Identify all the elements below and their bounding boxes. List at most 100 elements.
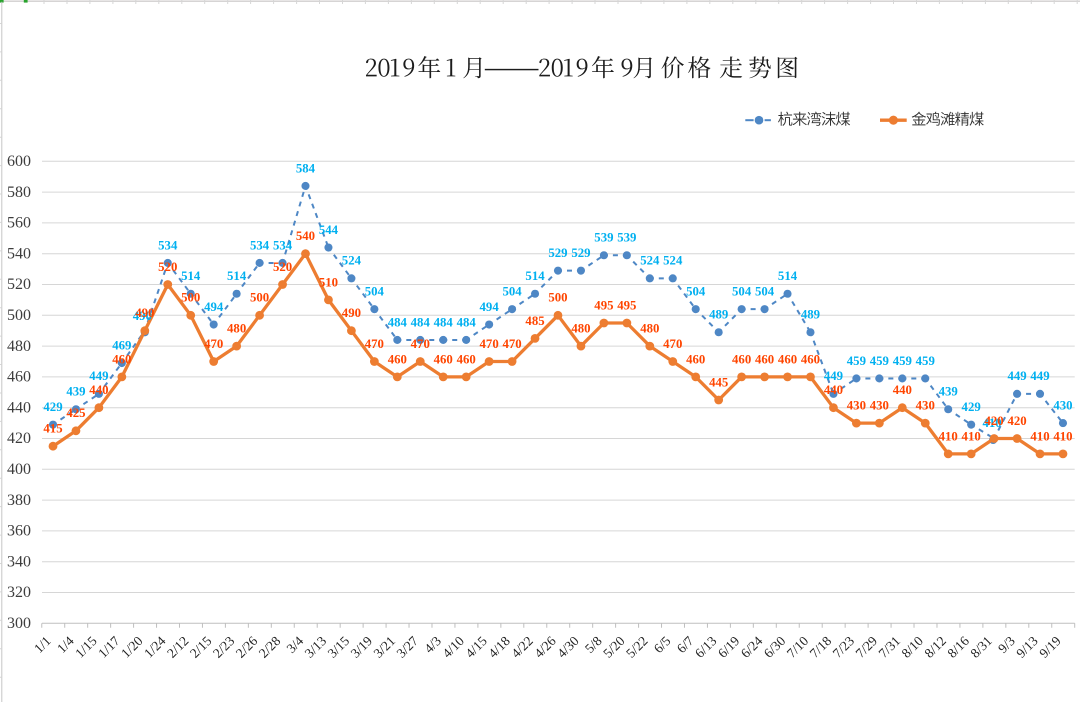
svg-text:524: 524 bbox=[663, 254, 683, 268]
svg-text:495: 495 bbox=[617, 298, 636, 312]
svg-text:320: 320 bbox=[7, 584, 31, 601]
svg-text:380: 380 bbox=[7, 492, 31, 509]
svg-text:500: 500 bbox=[548, 291, 567, 305]
svg-text:420: 420 bbox=[1007, 414, 1026, 428]
svg-text:514: 514 bbox=[181, 269, 201, 283]
svg-text:410: 410 bbox=[1030, 429, 1049, 443]
svg-text:520: 520 bbox=[158, 260, 177, 274]
svg-text:459: 459 bbox=[870, 354, 889, 368]
svg-text:459: 459 bbox=[916, 354, 935, 368]
svg-text:470: 470 bbox=[411, 337, 430, 351]
svg-text:430: 430 bbox=[1053, 399, 1072, 413]
svg-text:410: 410 bbox=[962, 429, 981, 443]
svg-text:484: 484 bbox=[388, 315, 408, 329]
svg-text:430: 430 bbox=[916, 399, 935, 413]
svg-text:410: 410 bbox=[983, 416, 1002, 430]
svg-text:494: 494 bbox=[480, 300, 500, 314]
svg-text:400: 400 bbox=[7, 461, 31, 478]
svg-text:495: 495 bbox=[594, 298, 613, 312]
svg-text:489: 489 bbox=[709, 308, 728, 322]
svg-text:460: 460 bbox=[457, 352, 476, 366]
svg-text:449: 449 bbox=[89, 369, 108, 383]
svg-text:580: 580 bbox=[7, 184, 31, 201]
svg-text:504: 504 bbox=[502, 285, 522, 299]
svg-text:439: 439 bbox=[939, 385, 958, 399]
svg-text:420: 420 bbox=[985, 414, 1004, 428]
svg-text:484: 484 bbox=[457, 315, 477, 329]
svg-text:540: 540 bbox=[7, 245, 31, 262]
svg-text:460: 460 bbox=[7, 369, 31, 386]
svg-text:480: 480 bbox=[7, 338, 31, 355]
svg-text:489: 489 bbox=[801, 308, 820, 322]
svg-text:470: 470 bbox=[204, 337, 223, 351]
svg-text:415: 415 bbox=[43, 422, 62, 436]
svg-text:430: 430 bbox=[870, 399, 889, 413]
svg-text:490: 490 bbox=[342, 306, 361, 320]
svg-text:470: 470 bbox=[502, 337, 521, 351]
svg-text:514: 514 bbox=[778, 269, 798, 283]
svg-text:410: 410 bbox=[1053, 429, 1072, 443]
svg-text:445: 445 bbox=[709, 375, 728, 389]
svg-text:460: 460 bbox=[778, 352, 797, 366]
svg-text:470: 470 bbox=[365, 337, 384, 351]
svg-text:449: 449 bbox=[1030, 369, 1049, 383]
svg-text:484: 484 bbox=[434, 315, 454, 329]
svg-text:460: 460 bbox=[801, 352, 820, 366]
svg-text:504: 504 bbox=[686, 285, 706, 299]
svg-text:439: 439 bbox=[66, 385, 85, 399]
svg-text:460: 460 bbox=[686, 352, 705, 366]
svg-text:449: 449 bbox=[824, 369, 843, 383]
svg-text:480: 480 bbox=[571, 322, 590, 336]
svg-text:460: 460 bbox=[112, 352, 131, 366]
svg-text:540: 540 bbox=[296, 229, 315, 243]
svg-text:514: 514 bbox=[227, 269, 247, 283]
svg-text:490: 490 bbox=[135, 306, 154, 320]
svg-text:544: 544 bbox=[319, 223, 339, 237]
svg-text:480: 480 bbox=[640, 322, 659, 336]
svg-text:524: 524 bbox=[342, 254, 362, 268]
svg-text:429: 429 bbox=[962, 400, 981, 414]
svg-text:514: 514 bbox=[525, 269, 545, 283]
svg-text:490: 490 bbox=[133, 309, 152, 323]
svg-text:539: 539 bbox=[617, 231, 636, 245]
svg-text:440: 440 bbox=[7, 399, 31, 416]
svg-text:484: 484 bbox=[411, 315, 431, 329]
svg-text:494: 494 bbox=[204, 300, 224, 314]
svg-text:534: 534 bbox=[158, 238, 178, 252]
svg-text:420: 420 bbox=[7, 430, 31, 447]
svg-text:460: 460 bbox=[755, 352, 774, 366]
svg-text:534: 534 bbox=[273, 238, 293, 252]
svg-text:584: 584 bbox=[296, 161, 316, 175]
svg-text:459: 459 bbox=[893, 354, 912, 368]
svg-text:430: 430 bbox=[847, 399, 866, 413]
svg-text:460: 460 bbox=[434, 352, 453, 366]
svg-text:360: 360 bbox=[7, 523, 31, 540]
svg-text:529: 529 bbox=[571, 246, 590, 260]
svg-text:500: 500 bbox=[7, 307, 31, 324]
svg-text:460: 460 bbox=[388, 352, 407, 366]
svg-text:440: 440 bbox=[89, 383, 108, 397]
svg-text:485: 485 bbox=[525, 314, 544, 328]
svg-text:440: 440 bbox=[893, 383, 912, 397]
svg-text:504: 504 bbox=[365, 285, 385, 299]
svg-text:470: 470 bbox=[480, 337, 499, 351]
svg-text:340: 340 bbox=[7, 553, 31, 570]
svg-text:500: 500 bbox=[250, 291, 269, 305]
svg-text:429: 429 bbox=[43, 400, 62, 414]
svg-text:449: 449 bbox=[1007, 369, 1026, 383]
svg-text:300: 300 bbox=[7, 615, 31, 632]
svg-text:469: 469 bbox=[112, 338, 131, 352]
svg-text:520: 520 bbox=[273, 260, 292, 274]
svg-text:425: 425 bbox=[66, 406, 85, 420]
svg-text:410: 410 bbox=[939, 429, 958, 443]
svg-text:504: 504 bbox=[755, 285, 775, 299]
svg-text:459: 459 bbox=[847, 354, 866, 368]
svg-text:524: 524 bbox=[640, 254, 660, 268]
svg-text:600: 600 bbox=[7, 153, 31, 170]
svg-text:520: 520 bbox=[7, 276, 31, 293]
svg-text:470: 470 bbox=[663, 337, 682, 351]
svg-text:529: 529 bbox=[548, 246, 567, 260]
svg-text:560: 560 bbox=[7, 215, 31, 232]
svg-text:510: 510 bbox=[319, 275, 338, 289]
svg-text:534: 534 bbox=[250, 238, 270, 252]
